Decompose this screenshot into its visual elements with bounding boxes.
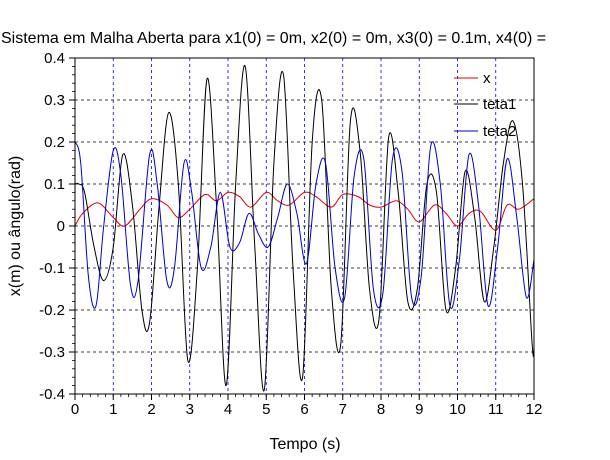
y-tick-label: 0.4 [44,50,65,67]
x-tick-label: 12 [526,401,543,418]
legend-label-teta2: teta2 [483,123,516,140]
axis-ticks: 0 1 2 3 4 5 6 7 8 9 10 11 120.40.30.20.10-0.1-0.2-0.… [39,50,542,418]
x-tick-label: 8 [377,401,385,418]
y-axis-label: x(m) ou ângulo(rad) [7,156,24,297]
y-tick-label: -0.4 [39,386,65,403]
x-tick-label: 0 [71,401,79,418]
x-tick-label: 6 [300,401,308,418]
series-line-teta2 [74,141,535,309]
y-tick-label: -0.3 [39,344,65,361]
y-tick-label: 0.3 [44,92,65,109]
x-tick-label: 9 [415,401,423,418]
legend-label-x: x [483,70,491,87]
x-tick-label: 11 [488,401,504,418]
y-tick-label: -0.2 [39,302,65,319]
legend: x teta1 teta2 [454,70,516,140]
x-tick-label: 1 [109,401,117,418]
y-tick-label: 0.2 [44,134,65,151]
y-tick-label: 0 [57,218,65,235]
x-tick-label: 7 [339,401,347,418]
y-tick-label: 0.1 [44,176,65,193]
series-line-x [74,191,535,231]
x-tick-label: 4 [224,401,232,418]
x-tick-label: 10 [449,401,466,418]
y-tick-label: -0.1 [39,260,65,277]
series-layer [74,64,535,392]
x-tick-label: 2 [147,401,155,418]
x-tick-label: 3 [186,401,194,418]
chart-title: Sistema em Malha Aberta para x1(0) = 0m,… [1,30,546,47]
x-tick-label: 5 [262,401,270,418]
legend-label-teta1: teta1 [483,96,516,113]
x-axis-label: Tempo (s) [269,436,340,453]
